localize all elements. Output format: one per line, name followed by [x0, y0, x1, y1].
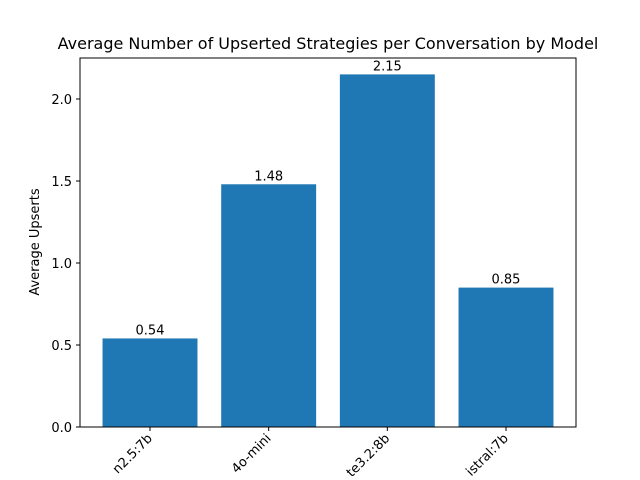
bar [339, 74, 435, 428]
value-label: 1.48 [254, 169, 283, 184]
x-tick-label: 4o-mini [229, 431, 274, 476]
y-axis-label: Average Upserts [28, 188, 43, 295]
y-tick-label: 1.5 [51, 175, 72, 190]
bar [458, 287, 554, 427]
value-label: 0.54 [136, 323, 165, 338]
y-tick-label: 0.5 [51, 339, 72, 354]
y-tick-label: 2.0 [51, 93, 72, 108]
x-tick-label: istral:7b [464, 431, 512, 479]
value-label: 2.15 [373, 59, 402, 74]
value-label: 0.85 [492, 273, 521, 288]
x-tick-label: n2.5:7b [110, 431, 156, 477]
x-tick-label: te3.2:8b [344, 431, 393, 480]
y-tick-label: 1.0 [51, 257, 72, 272]
chart-title: Average Number of Upserted Strategies pe… [58, 34, 599, 53]
bar [102, 338, 198, 427]
plot-frame [79, 57, 577, 428]
bar [221, 184, 317, 427]
y-tick-label: 0.0 [51, 421, 72, 436]
